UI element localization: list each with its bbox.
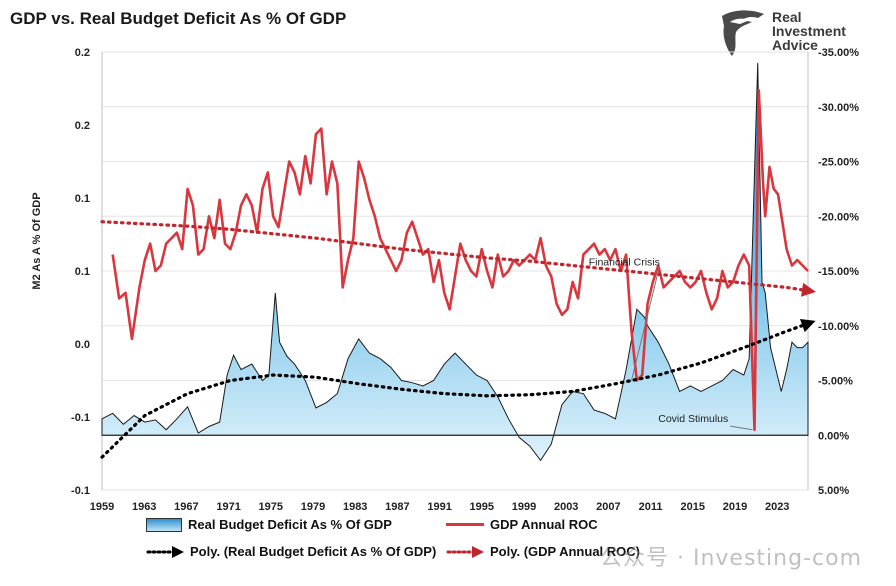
x-axis-tick-label: 1991	[427, 501, 451, 513]
annotation-covid-stimulus: Covid Stimulus	[658, 413, 728, 425]
left-axis-tick-label: -0.1	[71, 412, 90, 424]
legend-item-poly-gdp: Poly. (GDP Annual ROC)	[446, 544, 640, 559]
annotation-covid-stimulus-leader	[730, 425, 753, 431]
deficit-trend-arrow	[799, 318, 816, 333]
watermark-text: 公众号 · Investing-com	[600, 546, 862, 571]
x-axis-tick-label: 1979	[301, 501, 325, 513]
right-axis-tick-label: -10.00%	[818, 321, 859, 333]
legend-label-gdp: GDP Annual ROC	[490, 517, 598, 532]
gdp-trend-line	[100, 220, 810, 293]
legend-swatch-dotted-black	[146, 545, 184, 558]
right-axis-tick-label: 0.00%	[818, 430, 849, 442]
legend-label-deficit: Real Budget Deficit As % Of GDP	[188, 517, 392, 532]
gdp-trend-arrow	[801, 282, 816, 297]
deficit-trend-line	[100, 321, 810, 459]
left-axis-tick-label: 0.2	[75, 120, 90, 132]
brand-line-2: Investment	[772, 23, 846, 39]
right-axis-tick-label: -35.00%	[818, 47, 859, 59]
x-axis-tick-label: 2011	[639, 501, 663, 513]
left-axis-tick-label: 0.0	[75, 339, 90, 351]
left-axis-tick-label: 0.2	[75, 47, 90, 59]
legend-swatch-area	[146, 517, 182, 532]
right-axis-tick-label: 5.00%	[818, 485, 849, 497]
legend-swatch-line	[446, 523, 484, 526]
annotation-financial-crisis: Financial Crisis	[589, 257, 660, 269]
x-axis-tick-label: 1963	[132, 501, 156, 513]
legend-label-poly-deficit: Poly. (Real Budget Deficit As % Of GDP)	[190, 544, 437, 559]
right-axis-tick-label: -25.00%	[818, 157, 859, 169]
x-axis-tick-label: 1975	[259, 501, 283, 513]
left-axis-tick-label: -0.1	[71, 485, 90, 497]
x-axis-tick-label: 1983	[343, 501, 367, 513]
y-axis-label: M2 As A % Of GDP	[31, 192, 43, 289]
right-axis-tick-label: -30.00%	[818, 102, 859, 114]
left-axis-tick-label: 0.1	[75, 266, 90, 278]
x-axis-tick-label: 1971	[216, 501, 240, 513]
legend-item-deficit: Real Budget Deficit As % Of GDP	[146, 517, 392, 532]
x-axis-tick-label: 1995	[470, 501, 494, 513]
x-axis-tick-label: 2023	[765, 501, 789, 513]
legend-item-poly-deficit: Poly. (Real Budget Deficit As % Of GDP)	[146, 544, 436, 559]
x-axis-tick-label: 1987	[385, 501, 409, 513]
x-axis-tick-label: 1999	[512, 501, 536, 513]
x-axis-tick-label: 1967	[174, 501, 198, 513]
left-axis-tick-label: 0.1	[75, 193, 90, 205]
brand-logo	[718, 8, 868, 58]
x-axis-tick-label: 2003	[554, 501, 578, 513]
x-axis-tick-label: 2007	[596, 501, 620, 513]
deficit-area	[101, 62, 809, 462]
x-axis-tick-label: 2015	[681, 501, 705, 513]
annotation-financial-crisis-leader	[631, 269, 660, 381]
right-axis-tick-label: -5.00%	[818, 376, 853, 388]
legend-item-gdp: GDP Annual ROC	[446, 517, 598, 532]
eagle-head-icon	[722, 10, 764, 56]
brand-line-1: Real	[772, 9, 802, 25]
right-axis-tick-label: -20.00%	[818, 211, 859, 223]
legend-swatch-dotted-red	[446, 545, 484, 558]
chart-title: GDP vs. Real Budget Deficit As % Of GDP	[10, 9, 347, 28]
right-axis-tick-label: -15.00%	[818, 266, 859, 278]
brand-name: Real Investment Advice	[772, 10, 846, 52]
brand-line-3: Advice	[772, 37, 818, 53]
legend-label-poly-gdp: Poly. (GDP Annual ROC)	[490, 544, 640, 559]
x-axis-tick-label: 1959	[90, 501, 114, 513]
gdp-roc-line	[111, 89, 809, 432]
x-axis-tick-label: 2019	[723, 501, 747, 513]
